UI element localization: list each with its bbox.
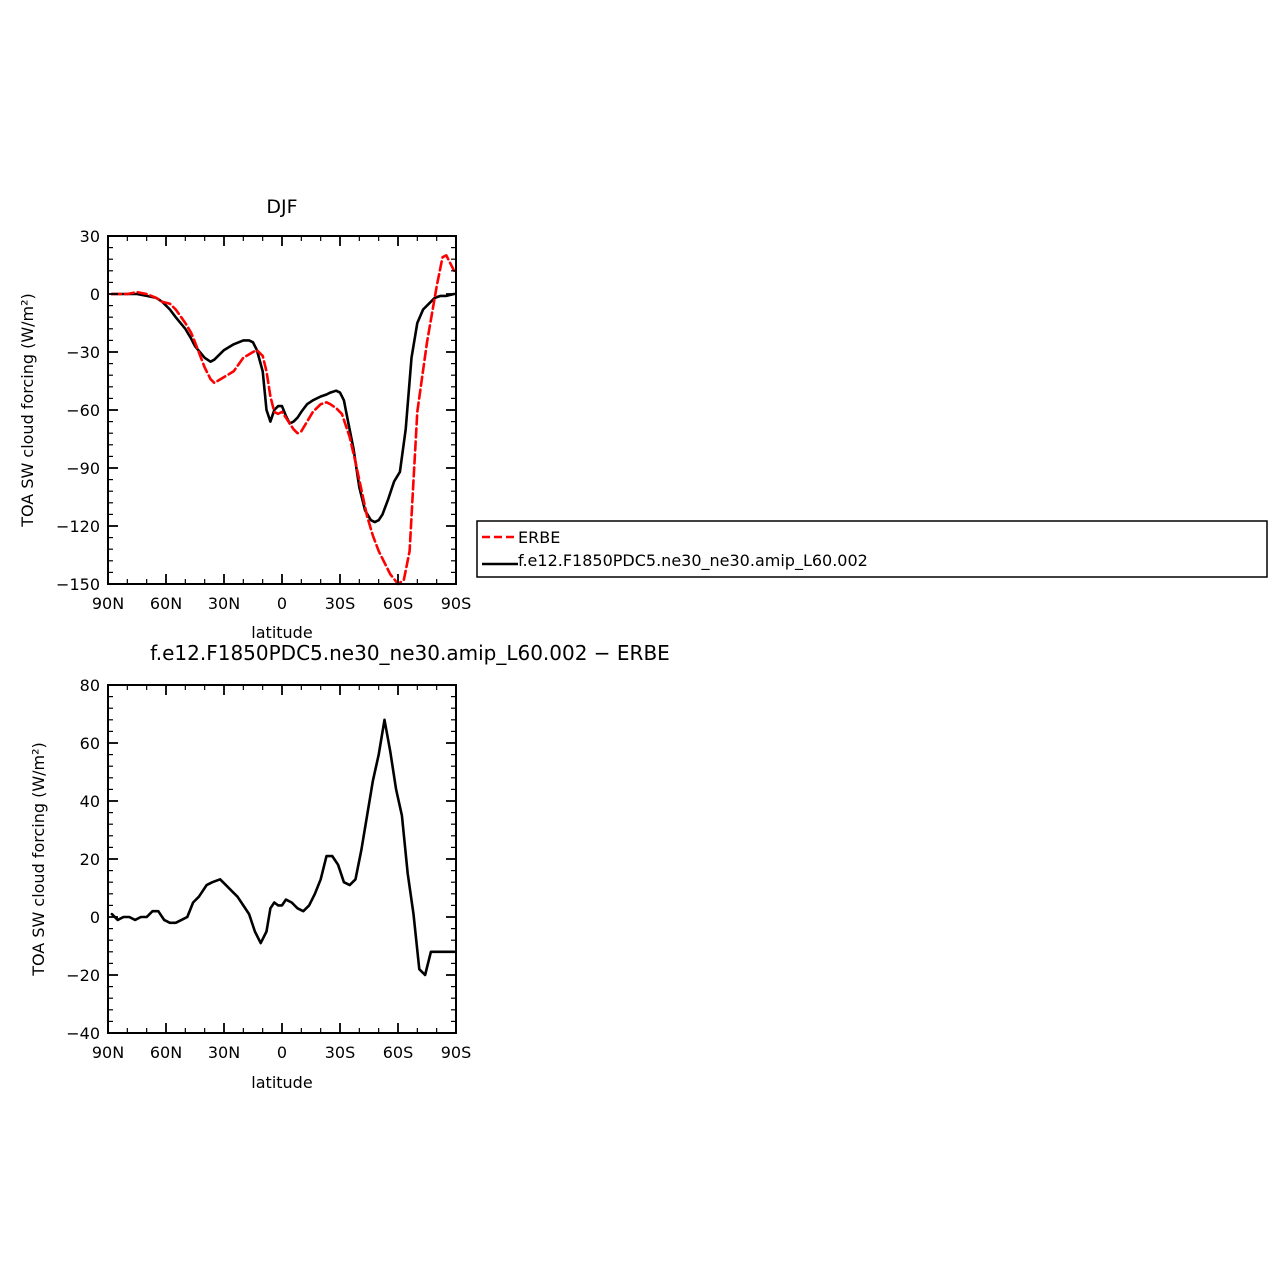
series-lines — [110, 254, 456, 586]
x-axis-title: latitude — [251, 623, 312, 642]
legend-box — [476, 520, 1268, 578]
y-tick-label: 0 — [90, 908, 100, 927]
difference-panel: f.e12.F1850PDC5.ne30_ne30.amip_L60.002 −… — [29, 641, 670, 1092]
x-tick-label: 90N — [92, 594, 124, 613]
y-tick-label: 0 — [90, 285, 100, 304]
x-tick-label: 0 — [277, 1043, 287, 1062]
y-tick-label: 60 — [80, 734, 100, 753]
x-tick-label: 90N — [92, 1043, 124, 1062]
y-tick-label: 20 — [80, 850, 100, 869]
djf-panel: DJF 90N 60N 30N 0 30S 60S 90S −150 −120 −90 −60 −30… — [18, 196, 471, 642]
y-tick-label: −30 — [66, 343, 100, 362]
y-tick-label: −40 — [66, 1024, 100, 1043]
plot-frame — [107, 235, 457, 585]
x-axis-title: latitude — [251, 1073, 312, 1092]
x-tick-label: 30N — [208, 1043, 240, 1062]
x-tick-label: 60S — [383, 594, 414, 613]
legend: ERBE f.e12.F1850PDC5.ne30_ne30.amip_L60.… — [476, 520, 1268, 578]
x-tick-label: 90S — [441, 1043, 472, 1062]
x-tick-label: 60N — [150, 594, 182, 613]
y-tick-label: 40 — [80, 792, 100, 811]
x-tick-label: 90S — [441, 594, 472, 613]
y-tick-label: −120 — [56, 517, 100, 536]
series-line-model — [110, 292, 456, 524]
y-tick-label: 80 — [80, 676, 100, 695]
y-tick-label: −60 — [66, 401, 100, 420]
x-tick-label: 30N — [208, 594, 240, 613]
legend-entry-model: f.e12.F1850PDC5.ne30_ne30.amip_L60.002 — [518, 551, 868, 571]
x-tick-label: 60N — [150, 1043, 182, 1062]
y-tick-label: −150 — [56, 575, 100, 594]
plot-frame — [107, 684, 457, 1034]
chart-title: DJF — [266, 196, 297, 218]
series-lines — [110, 718, 456, 977]
y-tick-label: −20 — [66, 966, 100, 985]
series-line-erbe — [110, 254, 456, 586]
difference-title: f.e12.F1850PDC5.ne30_ne30.amip_L60.002 −… — [150, 641, 670, 665]
x-tick-label: 60S — [383, 1043, 414, 1062]
x-tick-label: 30S — [325, 594, 356, 613]
legend-entry-erbe: ERBE — [518, 528, 560, 547]
y-axis-title: TOA SW cloud forcing (W/m²) — [29, 742, 48, 977]
series-line-difference — [110, 718, 456, 977]
y-axis-title: TOA SW cloud forcing (W/m²) — [18, 293, 37, 528]
x-tick-label: 0 — [277, 594, 287, 613]
y-tick-label: 30 — [80, 227, 100, 246]
y-tick-label: −90 — [66, 459, 100, 478]
x-tick-label: 30S — [325, 1043, 356, 1062]
